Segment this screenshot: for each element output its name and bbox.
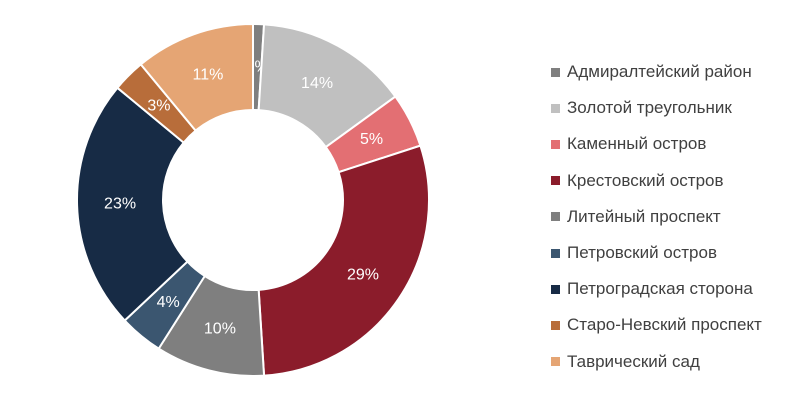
legend-item: Старо-Невский проспект xyxy=(551,307,806,343)
chart-legend: Адмиралтейский район Золотой треугольник К… xyxy=(551,54,806,380)
slice-data-label: 4% xyxy=(157,294,180,311)
legend-label: Петроградская сторона xyxy=(567,279,753,299)
legend-swatch xyxy=(551,139,560,149)
slice-data-label: 10% xyxy=(204,320,236,337)
donut-slice xyxy=(139,22,254,133)
slice-data-label: 3% xyxy=(147,97,170,114)
legend-label: Старо-Невский проспект xyxy=(567,315,762,335)
legend-label: Петровский остров xyxy=(567,243,717,263)
legend-item: Крестовский остров xyxy=(551,163,806,199)
legend-label: Крестовский остров xyxy=(567,170,724,190)
legend-label: Золотой треугольник xyxy=(567,98,732,118)
slice-data-label: 14% xyxy=(301,75,333,92)
legend-swatch xyxy=(551,176,560,186)
legend-label: Каменный остров xyxy=(567,134,707,154)
legend-swatch xyxy=(551,212,560,222)
legend-swatch xyxy=(551,103,560,113)
slice-data-label: 23% xyxy=(104,196,136,213)
legend-swatch xyxy=(551,320,560,330)
donut-svg: 1%14%5%29%10%4%23%3%11% xyxy=(76,22,430,377)
legend-label: Адмиралтейский район xyxy=(567,62,752,82)
slice-data-label: 29% xyxy=(347,266,379,283)
slice-data-label: 5% xyxy=(360,131,383,148)
donut-slice xyxy=(76,86,189,322)
legend-item: Таврический сад xyxy=(551,344,806,380)
slice-data-label: 11% xyxy=(193,66,224,83)
legend-item: Золотой треугольник xyxy=(551,90,806,126)
legend-item: Каменный остров xyxy=(551,126,806,162)
donut-slice xyxy=(257,144,430,377)
legend-swatch xyxy=(551,248,560,258)
legend-label: Литейный проспект xyxy=(567,206,721,226)
legend-label: Таврический сад xyxy=(567,351,700,371)
legend-swatch xyxy=(551,67,560,77)
legend-item: Петроградская сторона xyxy=(551,271,806,307)
legend-item: Адмиралтейский район xyxy=(551,54,806,90)
legend-item: Петровский остров xyxy=(551,235,806,271)
legend-item: Литейный проспект xyxy=(551,199,806,235)
legend-swatch xyxy=(551,284,560,294)
legend-swatch xyxy=(551,357,560,367)
